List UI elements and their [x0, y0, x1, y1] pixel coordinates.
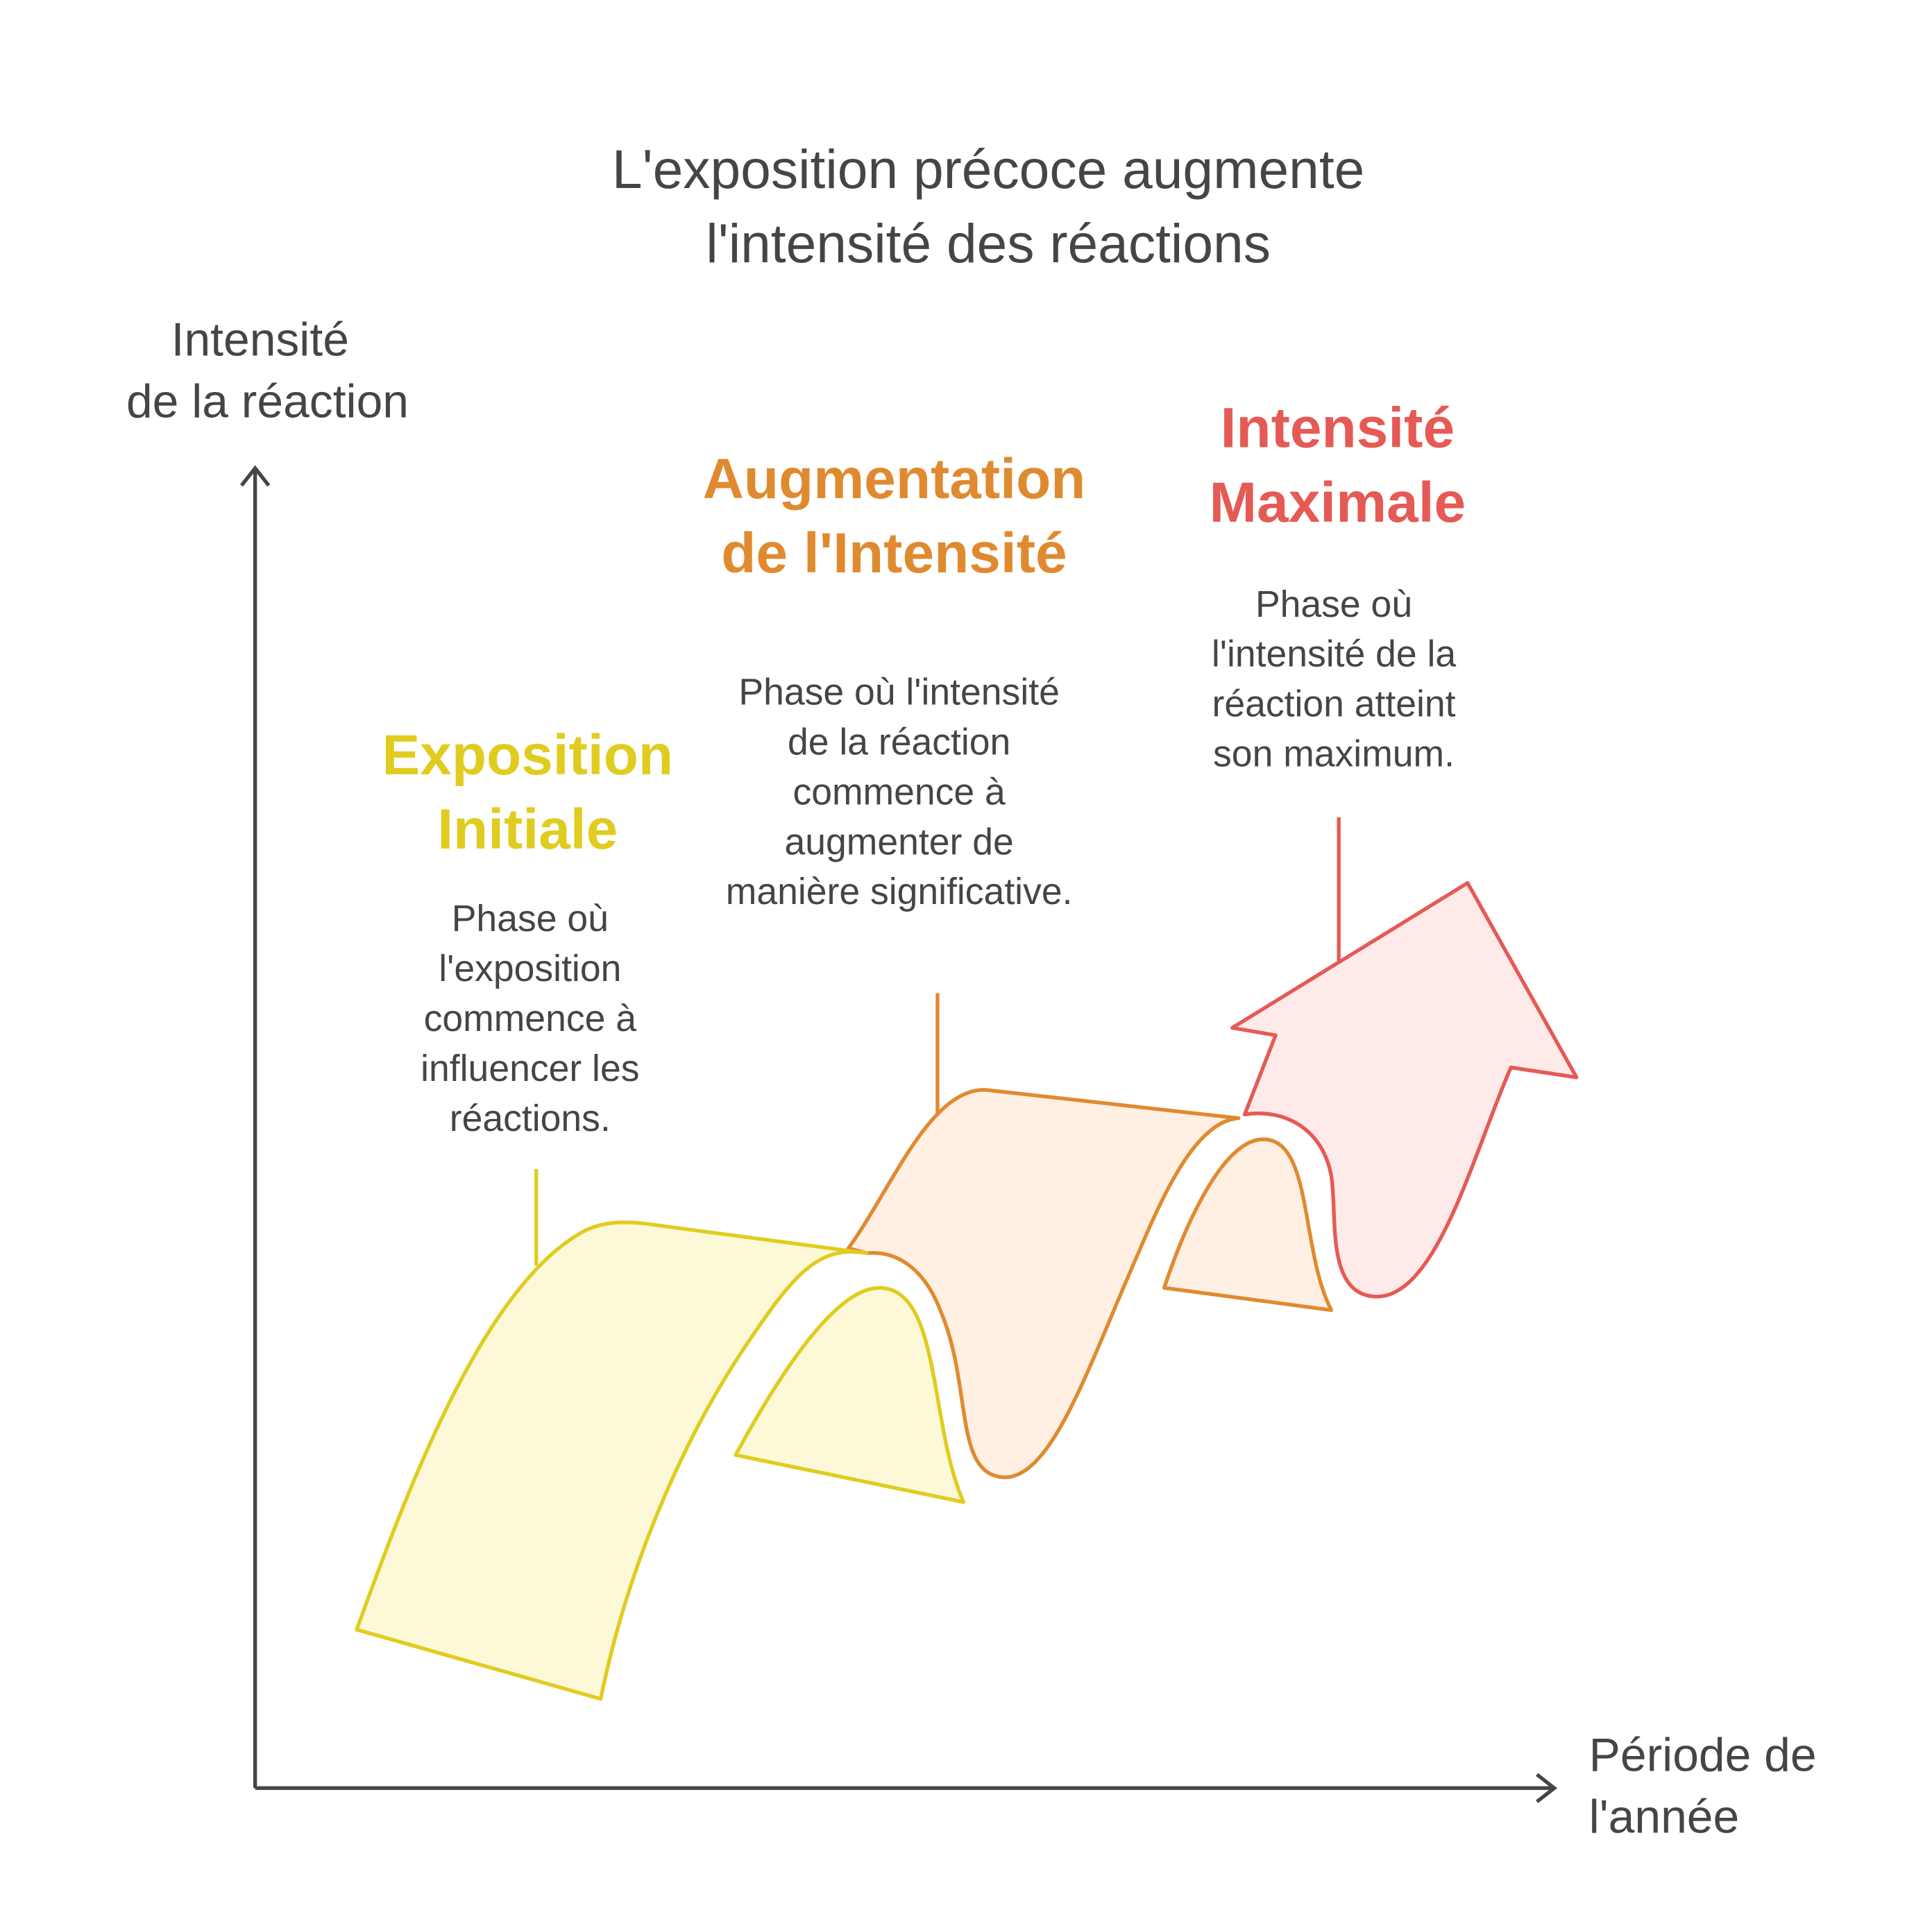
axes: [239, 465, 1558, 1803]
phase-title: Maximale: [1210, 471, 1466, 534]
phases: Exposition Initiale Phase où l'exposition co…: [382, 397, 1466, 1139]
phase-description: influencer les: [421, 1048, 639, 1089]
phase-description: son maximum.: [1213, 734, 1455, 775]
phase-description: commence à: [793, 772, 1006, 812]
x-axis-label: Période de: [1589, 1729, 1817, 1781]
phase-description: manière significative.: [726, 871, 1073, 912]
phase-description: augmenter de: [785, 821, 1014, 862]
phase-title: de l'Intensité: [721, 522, 1067, 585]
phase-description: réactions.: [450, 1098, 611, 1139]
phase-title: Initiale: [437, 798, 618, 861]
y-axis-label: de la réaction: [126, 376, 409, 428]
phase-description: l'intensité de la: [1212, 634, 1457, 675]
phase-title: Intensité: [1221, 397, 1455, 460]
phase-description: Phase où: [452, 898, 609, 939]
title: l'intensité des réactions: [706, 213, 1271, 274]
phase-description: réaction atteint: [1212, 684, 1456, 725]
phase-description: Phase où: [1255, 584, 1412, 625]
title: L'exposition précoce augmente: [612, 139, 1364, 200]
phase-title: Exposition: [382, 724, 673, 787]
y-axis-label: Intensité: [171, 314, 349, 366]
phase-description: Phase où l'intensité: [738, 672, 1059, 713]
phase-description: commence à: [424, 998, 637, 1039]
phase-description: l'exposition: [439, 948, 621, 989]
phase-description: de la réaction: [788, 722, 1010, 762]
shapes: [355, 817, 1579, 1701]
x-axis-label: l'année: [1589, 1791, 1740, 1843]
phase-title: Augmentation: [703, 448, 1086, 511]
